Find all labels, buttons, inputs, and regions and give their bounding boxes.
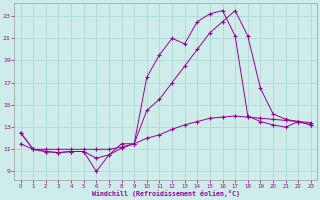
X-axis label: Windchill (Refroidissement éolien,°C): Windchill (Refroidissement éolien,°C) [92, 190, 240, 197]
